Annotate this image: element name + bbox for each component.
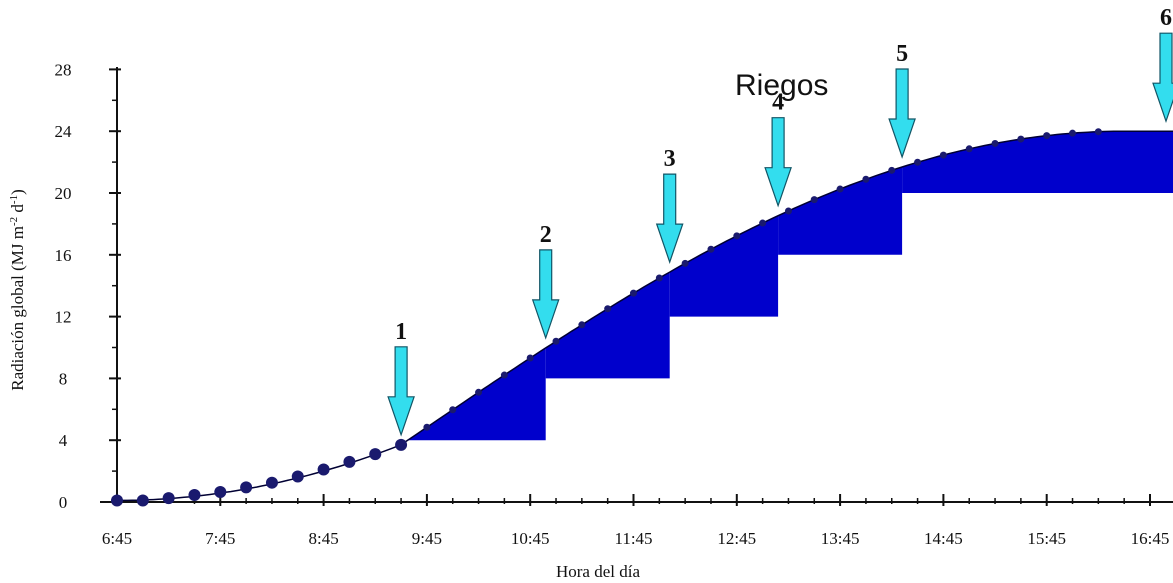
irrigation-arrows: 1 2 3 4 5 6 bbox=[387, 5, 1173, 437]
data-point bbox=[1069, 129, 1077, 137]
x-tick-label: 6:45 bbox=[102, 529, 132, 548]
irrigation-arrow bbox=[531, 249, 560, 340]
data-point bbox=[343, 455, 356, 468]
data-point bbox=[475, 388, 483, 396]
data-point bbox=[707, 245, 715, 253]
data-point bbox=[552, 337, 560, 345]
x-tick-label: 8:45 bbox=[308, 529, 338, 548]
irrigation-arrow bbox=[655, 173, 684, 264]
data-point bbox=[655, 274, 663, 282]
irrigation-label: 2 bbox=[540, 222, 552, 248]
data-point bbox=[578, 321, 586, 329]
data-point bbox=[111, 494, 123, 507]
data-point bbox=[630, 289, 637, 297]
data-point bbox=[991, 139, 999, 147]
irrigation-label: 1 bbox=[395, 319, 407, 345]
data-point bbox=[317, 463, 330, 476]
irrigation-arrow bbox=[764, 117, 792, 208]
data-point bbox=[1017, 135, 1025, 143]
data-point bbox=[136, 494, 149, 507]
irrigation-label: 4 bbox=[772, 90, 784, 116]
y-tick-label: 12 bbox=[55, 308, 72, 327]
data-point bbox=[449, 406, 457, 414]
data-point bbox=[914, 158, 922, 166]
irrigation-arrow bbox=[387, 346, 415, 437]
data-point bbox=[784, 207, 792, 215]
radiation-fill-segment bbox=[669, 215, 779, 317]
y-tick-label: 28 bbox=[55, 60, 72, 79]
data-point bbox=[810, 196, 818, 204]
data-point bbox=[188, 489, 201, 502]
data-point bbox=[888, 166, 896, 174]
data-point bbox=[733, 232, 741, 240]
irrigation-label: 5 bbox=[896, 41, 908, 67]
data-point bbox=[836, 185, 844, 193]
data-point bbox=[604, 305, 612, 313]
x-tick-label: 11:45 bbox=[614, 529, 652, 548]
data-point bbox=[369, 448, 382, 461]
data-point bbox=[1043, 132, 1051, 140]
x-axis-title: Hora del día bbox=[556, 562, 640, 581]
data-point bbox=[759, 219, 767, 227]
data-point bbox=[162, 492, 175, 505]
data-point bbox=[526, 354, 534, 362]
data-point bbox=[862, 175, 870, 183]
data-point bbox=[423, 423, 431, 431]
irrigation-label: 3 bbox=[664, 146, 676, 172]
x-tick-label: 14:45 bbox=[924, 529, 963, 548]
radiation-fill-segment bbox=[401, 347, 546, 441]
irrigation-arrow bbox=[1152, 32, 1173, 124]
x-tick-label: 10:45 bbox=[511, 529, 550, 548]
radiation-series bbox=[111, 128, 1173, 507]
radiation-fill-segment bbox=[902, 131, 1173, 193]
x-tick-label: 9:45 bbox=[412, 529, 442, 548]
data-point bbox=[681, 259, 689, 267]
y-axis-title: Radiación global (MJ m-2 d-1) bbox=[8, 189, 27, 391]
data-point bbox=[240, 481, 253, 494]
y-tick-label: 4 bbox=[59, 431, 68, 450]
data-point bbox=[265, 476, 278, 489]
radiation-fill-segment bbox=[545, 272, 670, 379]
x-tick-label: 12:45 bbox=[717, 529, 756, 548]
irrigation-label: 6 bbox=[1160, 5, 1172, 31]
y-tick-label: 20 bbox=[55, 184, 72, 203]
data-point bbox=[214, 485, 227, 498]
y-tick-label: 24 bbox=[55, 122, 73, 141]
x-tick-label: 7:45 bbox=[205, 529, 235, 548]
cumulative-radiation-fill bbox=[401, 131, 1173, 441]
data-point bbox=[291, 470, 304, 483]
y-tick-label: 16 bbox=[55, 246, 72, 265]
data-point bbox=[500, 371, 508, 379]
data-point bbox=[395, 438, 408, 451]
irrigation-arrow bbox=[888, 68, 916, 159]
radiation-fill-segment bbox=[778, 167, 903, 255]
data-point bbox=[939, 151, 947, 159]
x-tick-label: 16:45 bbox=[1131, 529, 1170, 548]
data-point bbox=[965, 145, 973, 153]
x-tick-label: 13:45 bbox=[821, 529, 860, 548]
y-tick-label: 8 bbox=[59, 369, 68, 388]
riegos-annotation: Riegos bbox=[735, 69, 828, 102]
data-point bbox=[1094, 128, 1102, 136]
y-tick-label: 0 bbox=[59, 493, 68, 512]
x-tick-label: 15:45 bbox=[1027, 529, 1066, 548]
